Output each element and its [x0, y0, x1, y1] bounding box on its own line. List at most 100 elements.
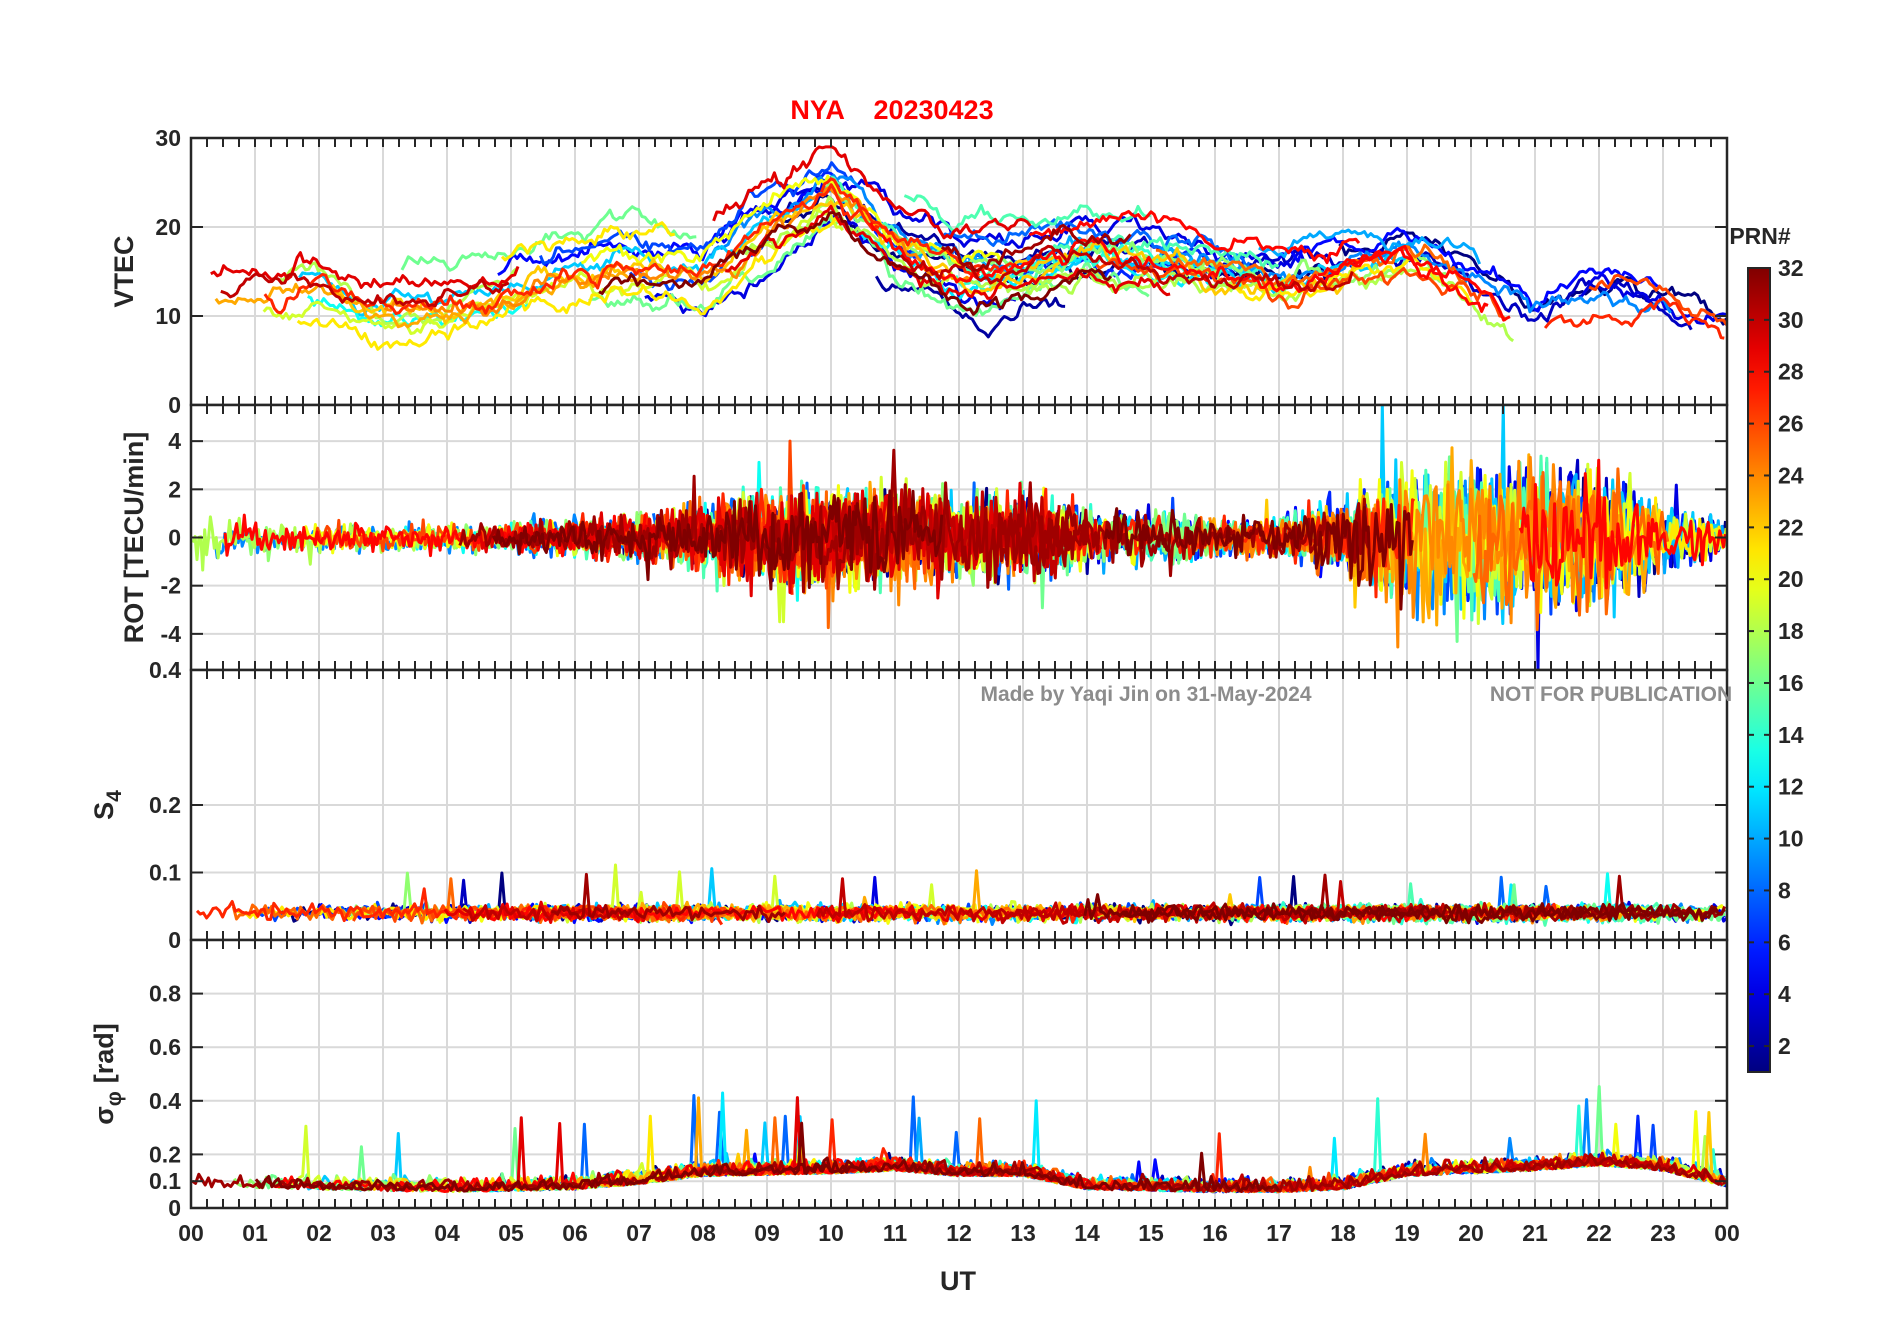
panel-sigma_phi-minor-ticks — [190, 940, 1728, 1208]
x-axis: 00 01 02 03 04 05 06 07 08 09 10 11 12 13 14 15 16 17 18 19… — [178, 1220, 1740, 1246]
x-tick-label: 01 — [242, 1220, 268, 1246]
series-prn-16 — [400, 205, 697, 272]
watermark-author: Made by Yaqi Jin on 31-May-2024 — [980, 683, 1311, 706]
colorbar-tick-label: 12 — [1778, 774, 1804, 800]
panel-rot-minor-ticks — [190, 405, 1728, 670]
series-prn-30 — [220, 272, 510, 308]
x-tick-label: 23 — [1650, 1220, 1676, 1246]
y-tick-label: 0.6 — [149, 1034, 181, 1060]
series-prn-28 — [1518, 458, 1727, 590]
y-tick-label: -2 — [161, 573, 181, 599]
y-label-sub: φ — [103, 1091, 126, 1106]
y-tick-label-top: 0 — [168, 392, 181, 418]
x-tick-label: 20 — [1458, 1220, 1484, 1246]
colorbar-tick-label: 24 — [1778, 462, 1804, 488]
x-tick-label: 11 — [883, 1220, 908, 1246]
x-tick-label: 21 — [1522, 1220, 1548, 1246]
y-tick-label: 0.4 — [149, 1088, 181, 1114]
panel-s4-grid — [190, 670, 1728, 941]
colorbar-title: PRN# — [1729, 223, 1791, 249]
panel-sigma_phi-series — [191, 1085, 1727, 1194]
colorbar-tick-label: 4 — [1778, 981, 1791, 1007]
title-station: NYA — [790, 95, 844, 125]
x-tick-label: 04 — [434, 1220, 460, 1246]
panel-vtec-minor-ticks — [190, 138, 1728, 405]
colorbar-tick-label: 2 — [1778, 1033, 1791, 1059]
panel-s4-series — [195, 863, 1727, 927]
series-prn-21 — [500, 221, 676, 262]
watermark-notice: NOT FOR PUBLICATION — [1490, 683, 1732, 706]
y-tick-label: 30 — [155, 125, 181, 151]
y-tick-label: 0 — [168, 525, 181, 551]
series-prn-32 — [598, 211, 1113, 316]
series-prn-32 — [1103, 503, 1414, 611]
series-prn-32 — [1122, 902, 1726, 925]
title-date: 20230423 — [873, 95, 993, 125]
x-tick-label: 16 — [1202, 1220, 1228, 1246]
colorbar-tick-label: 22 — [1778, 514, 1804, 540]
y-tick-label: 0.2 — [149, 792, 181, 818]
series-prn-28 — [223, 513, 482, 558]
colorbar-tick-label: 18 — [1778, 618, 1804, 644]
y-axis-label-rot: ROT [TECU/min] — [119, 432, 149, 643]
x-tick-label: 10 — [818, 1220, 844, 1246]
series-prn-32 — [491, 489, 944, 591]
colorbar-scale — [1747, 267, 1771, 1073]
series-prn-31 — [551, 872, 786, 923]
x-tick-label: 00 — [1714, 1220, 1740, 1246]
y-label-main: S — [89, 802, 119, 820]
colorbar-tick-label: 32 — [1778, 255, 1804, 281]
colorbar-tick-label: 16 — [1778, 670, 1804, 696]
x-tick-label: 19 — [1394, 1220, 1420, 1246]
x-tick-label: 03 — [370, 1220, 396, 1246]
y-label-sub: 4 — [103, 790, 126, 802]
series-prn-29 — [725, 204, 1171, 300]
series-prn-32 — [787, 1121, 1280, 1193]
colorbar-tick-label: 20 — [1778, 566, 1804, 592]
panel-sigma_phi: 00.10.2 0.4 0.6 0.8 σφ [rad] — [89, 938, 1729, 1221]
series-prn-21 — [296, 216, 843, 351]
colorbar-tick-label: 28 — [1778, 359, 1804, 385]
series-prn-28 — [869, 221, 1489, 313]
series-prn-18 — [744, 195, 1234, 295]
y-tick-label: 0.1 — [149, 860, 181, 886]
y-axis-label-sigma_phi: σφ [rad] — [89, 1023, 126, 1125]
series-prn-31 — [940, 223, 1132, 272]
x-tick-label: 15 — [1138, 1220, 1164, 1246]
colorbar-tick-label: 26 — [1778, 411, 1804, 437]
series-prn-4 — [1578, 272, 1727, 325]
series-prn-25 — [1155, 243, 1468, 291]
x-tick-label: 13 — [1010, 1220, 1036, 1246]
colorbar-tick-label: 30 — [1778, 307, 1804, 333]
y-axis-label-vtec: VTEC — [109, 235, 139, 307]
series-prn-28 — [1317, 247, 1511, 322]
x-tick-label: 02 — [306, 1220, 332, 1246]
series-prn-8 — [941, 218, 1251, 269]
series-prn-27 — [263, 183, 880, 315]
panel-s4-minor-ticks — [190, 670, 1728, 940]
panel-rot-series — [191, 405, 1727, 670]
x-tick-label: 08 — [690, 1220, 716, 1246]
colorbar-tick-label: 10 — [1778, 826, 1804, 852]
x-tick-label: 05 — [498, 1220, 524, 1246]
panel-rot: -4 -2 0 2 4 0 ROT [TECU/min] — [119, 392, 1729, 672]
y-tick-label: 10 — [155, 303, 181, 329]
y-axis-label-s4: S4 — [89, 790, 126, 820]
x-tick-label: 17 — [1266, 1220, 1292, 1246]
chart-title: NYA 20230423 — [790, 95, 993, 125]
panel-vtec-series — [210, 145, 1727, 351]
series-prn-26 — [1095, 258, 1508, 322]
x-tick-label: 09 — [754, 1220, 780, 1246]
series-prn-31 — [1122, 1153, 1727, 1193]
y-label-main: σ — [89, 1106, 119, 1124]
series-prn-18 — [279, 261, 518, 326]
series-prn-9 — [708, 173, 1094, 274]
x-tick-label: 22 — [1586, 1220, 1612, 1246]
series-prn-10 — [1258, 228, 1481, 265]
colorbar-tick-label: 6 — [1778, 929, 1791, 955]
y-tick-label-top: 0.4 — [149, 657, 181, 683]
series-prn-32 — [254, 1159, 872, 1193]
